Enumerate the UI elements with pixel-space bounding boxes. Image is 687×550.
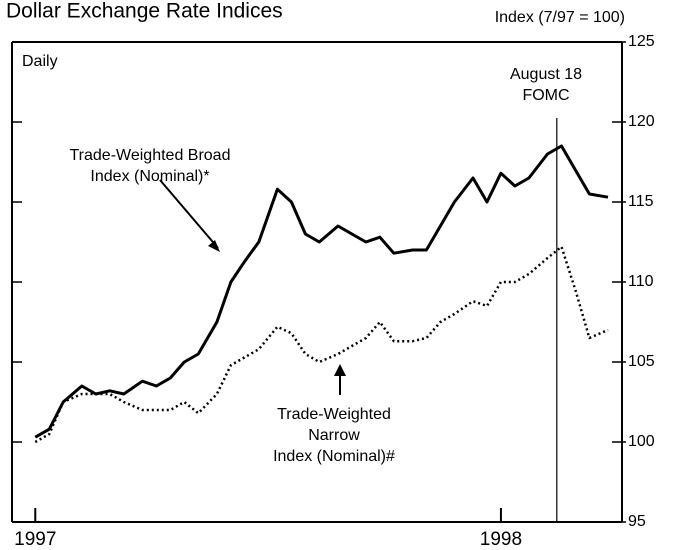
y-tick-label: 100 [628,433,655,450]
y-tick-label: 115 [628,193,654,210]
series-label: Trade-Weighted [277,406,391,423]
arrow-head [334,364,346,376]
series-label: Narrow [308,427,360,444]
event-label: August 18 [510,66,582,83]
y-tick-label: 125 [628,33,655,50]
y-tick-label: 120 [628,113,655,130]
chart-title: Dollar Exchange Rate Indices [6,0,283,23]
series-label: Index (Nominal)* [90,168,209,185]
frequency-label: Daily [22,53,58,70]
y-axis-label: Index (7/97 = 100) [495,9,625,26]
event-label: FOMC [522,87,569,104]
series-label: Trade-Weighted Broad [70,147,231,164]
arrow [159,179,219,249]
x-tick-label: 1997 [14,529,56,550]
y-tick-label: 105 [628,353,655,370]
y-tick-label: 95 [628,513,646,530]
series-line [34,245,609,444]
x-tick-label: 1998 [480,529,522,550]
series-label: Index (Nominal)# [273,448,395,465]
arrow-head [208,240,220,252]
series-line [34,144,609,439]
y-tick-label: 110 [628,273,654,290]
